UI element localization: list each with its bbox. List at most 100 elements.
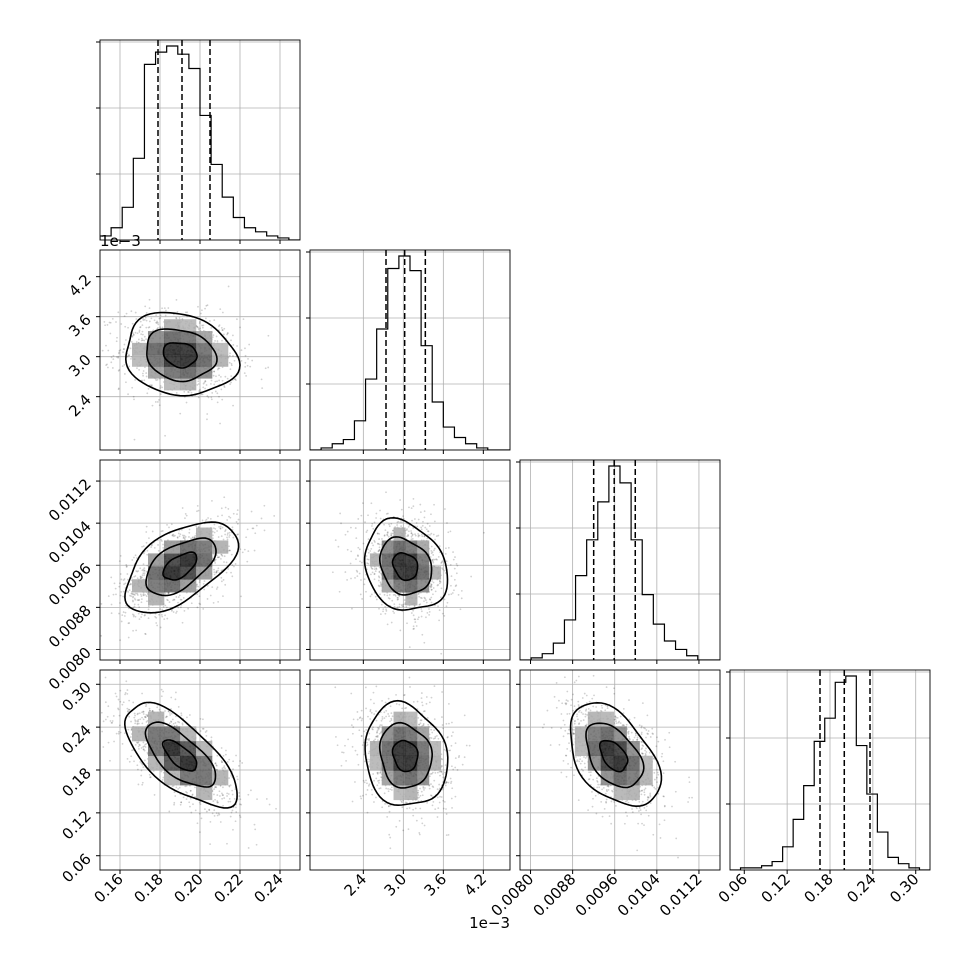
scatter-point: [109, 759, 111, 762]
scatter-point: [142, 319, 145, 321]
scatter-point: [143, 574, 146, 576]
scatter-point: [399, 629, 402, 632]
scatter-point: [483, 531, 485, 534]
density-pixel: [417, 579, 430, 593]
scatter-point: [385, 608, 387, 611]
scatter-point: [128, 365, 131, 368]
scatter-point: [406, 622, 408, 625]
scatter-point: [369, 708, 372, 711]
scatter-point: [443, 598, 446, 601]
scatter-point: [139, 326, 141, 329]
y-tick-label: 0.0104: [45, 517, 95, 567]
scatter-point: [229, 368, 232, 371]
scatter-point: [148, 773, 151, 776]
scatter-point: [412, 609, 415, 612]
y-tick-label: 3.0: [65, 351, 95, 381]
scatter-point: [387, 512, 389, 515]
scatter-point: [117, 730, 120, 733]
scatter-point: [375, 567, 378, 570]
scatter-point: [198, 390, 201, 392]
scatter-point: [381, 806, 384, 809]
scatter-point: [355, 569, 358, 572]
scatter-point: [147, 617, 150, 620]
scatter-point: [164, 604, 167, 607]
scatter-point: [136, 722, 139, 725]
scatter-point: [141, 711, 143, 714]
scatter-point: [251, 527, 254, 530]
scatter-point: [427, 533, 429, 536]
scatter-point: [344, 533, 347, 536]
scatter-point: [427, 530, 430, 533]
scatter-point: [445, 813, 448, 815]
scatter-point: [369, 550, 372, 552]
density-pixel: [164, 755, 181, 771]
scatter-point: [136, 713, 139, 716]
scatter-point: [206, 304, 209, 307]
scatter-point: [237, 518, 240, 521]
scatter-point: [133, 594, 136, 596]
scatter-point: [153, 319, 156, 322]
scatter-point: [219, 308, 222, 310]
scatter-point: [355, 537, 358, 540]
scatter-point: [227, 285, 230, 288]
scatter-point: [132, 615, 135, 618]
scatter-point: [212, 374, 215, 377]
scatter-point: [171, 785, 174, 788]
scatter-point: [142, 552, 145, 555]
scatter-point: [403, 592, 405, 594]
scatter-point: [150, 384, 153, 386]
scatter-point: [141, 330, 144, 333]
scatter-point: [212, 800, 215, 803]
scatter-point: [229, 516, 232, 519]
scatter-point: [377, 579, 380, 582]
scatter-point: [197, 509, 200, 512]
scatter-point: [133, 593, 136, 595]
scatter-point: [125, 564, 128, 566]
scatter-point: [228, 536, 231, 538]
scatter-point: [113, 582, 116, 585]
scatter-point: [263, 529, 266, 532]
scatter-point: [117, 707, 119, 710]
scatter-point: [158, 613, 160, 616]
scatter-point: [218, 395, 220, 398]
scatter-point: [373, 573, 376, 576]
scatter-point: [423, 641, 426, 644]
scatter-point: [425, 528, 428, 531]
scatter-point: [367, 558, 370, 561]
scatter-point: [134, 554, 137, 557]
scatter-point: [156, 401, 159, 403]
scatter-point: [246, 364, 249, 367]
scatter-point: [379, 593, 381, 596]
scatter-point: [177, 601, 179, 604]
scatter-point: [207, 396, 210, 399]
scatter-point: [443, 748, 446, 751]
scatter-point: [175, 317, 178, 319]
scatter-point: [419, 503, 422, 506]
scatter-point: [367, 715, 369, 718]
scatter-point: [127, 708, 130, 711]
scatter-point: [112, 354, 115, 357]
scatter-point: [134, 720, 137, 723]
scatter-point: [229, 784, 232, 786]
contour-line: [124, 521, 240, 614]
scatter-point: [137, 720, 140, 723]
scatter-point: [379, 581, 382, 584]
scatter-point: [175, 317, 178, 320]
scatter-point: [407, 828, 410, 831]
scatter-point: [173, 803, 175, 806]
scatter-point: [397, 596, 399, 599]
scatter-point: [137, 741, 140, 744]
scatter-point: [210, 398, 213, 401]
scatter-point: [410, 530, 412, 532]
scatter-point: [227, 793, 230, 795]
scatter-point: [365, 590, 367, 593]
scatter-point: [401, 605, 404, 608]
scatter-point: [132, 701, 135, 704]
scatter-point: [145, 326, 148, 329]
scatter-point: [221, 514, 223, 517]
scatter-point: [197, 585, 200, 588]
scatter-point: [338, 590, 341, 593]
scatter-point: [142, 748, 145, 750]
density-pixel: [196, 540, 213, 554]
